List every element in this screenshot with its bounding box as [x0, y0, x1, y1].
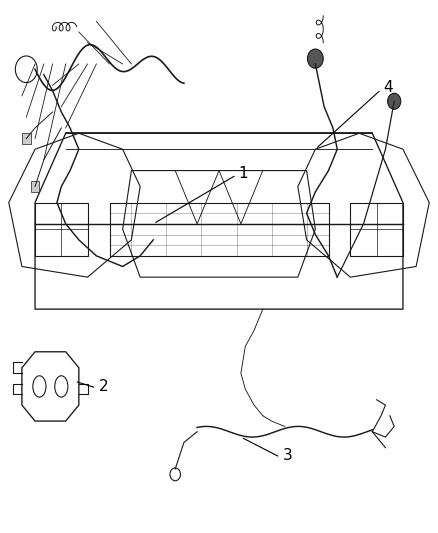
Bar [31, 181, 39, 192]
Bar [22, 133, 31, 144]
Circle shape [388, 93, 401, 109]
Text: 3: 3 [283, 448, 292, 463]
Text: 1: 1 [239, 166, 248, 181]
Circle shape [307, 49, 323, 68]
Text: 2: 2 [99, 379, 108, 394]
Text: 4: 4 [383, 80, 393, 95]
